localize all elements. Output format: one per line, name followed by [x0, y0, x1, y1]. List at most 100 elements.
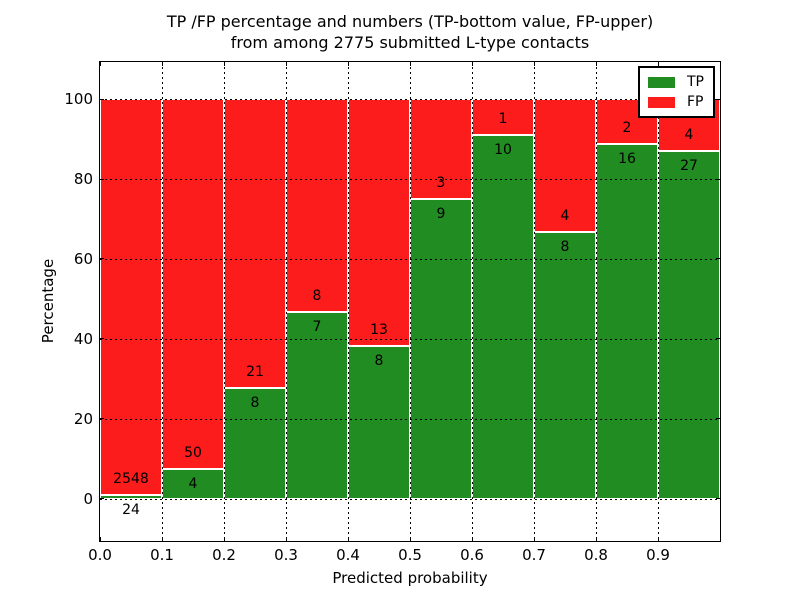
- x-tick-top-0.5: [409, 62, 411, 66]
- bar-tp-count-label-5: 9: [436, 206, 446, 223]
- bar-fp-count-label-6: 1: [498, 111, 508, 128]
- x-tick-top-0.3: [285, 62, 287, 66]
- bar-fp-count-label-8: 2: [622, 119, 632, 136]
- chart-title-line2: from among 2775 submitted L-type contact…: [230, 33, 590, 52]
- x-tick-top-0.8: [595, 62, 597, 66]
- bar-fp-count-label-4: 13: [370, 322, 388, 339]
- bar-fp-count-label-2: 21: [246, 364, 264, 381]
- y-tick-right-100: [716, 98, 720, 100]
- x-gridline-0.2: [224, 62, 225, 541]
- y-tick-left-60: [100, 258, 104, 260]
- bar-fp-segment-0: [100, 99, 162, 495]
- y-tick-left-80: [100, 178, 104, 180]
- bar-fp-segment-1: [162, 99, 224, 470]
- x-tick-top-0.1: [161, 62, 163, 66]
- x-tick-label-0.0: 0.0: [88, 546, 112, 564]
- bar-fp-segment-2: [224, 99, 286, 389]
- x-tick-label-0.9: 0.9: [646, 546, 670, 564]
- bar-fp-segment-3: [286, 99, 348, 313]
- bar-tp-count-label-3: 7: [312, 319, 322, 336]
- bar-tp-count-label-0: 24: [122, 501, 140, 518]
- x-tick-bottom-0.7: [533, 537, 535, 541]
- bar-tp-segment-4: [348, 346, 410, 499]
- x-gridline-0.6: [472, 62, 473, 541]
- bar-tp-count-label-4: 8: [374, 353, 384, 370]
- x-tick-label-0.7: 0.7: [522, 546, 546, 564]
- y-tick-left-40: [100, 338, 104, 340]
- bar-fp-count-label-0: 2548: [113, 470, 149, 487]
- bar-tp-segment-1: [162, 469, 224, 499]
- bar-fp-segment-7: [534, 99, 596, 233]
- y-tick-label-100: 100: [64, 90, 93, 109]
- y-tick-label-80: 80: [73, 170, 93, 189]
- legend-fp-swatch-icon: [648, 96, 675, 108]
- x-axis-label: Predicted probability: [332, 569, 488, 587]
- bar-tp-count-label-6: 10: [494, 142, 512, 159]
- x-tick-top-0.9: [657, 62, 659, 66]
- x-tick-bottom-0.8: [595, 537, 597, 541]
- y-tick-right-20: [716, 418, 720, 420]
- bar-tp-segment-0: [100, 494, 162, 499]
- x-tick-label-0.5: 0.5: [398, 546, 422, 564]
- x-gridline-0.5: [410, 62, 411, 541]
- bar-tp-segment-8: [596, 143, 658, 499]
- chart-title-line1: TP /FP percentage and numbers (TP-bottom…: [166, 12, 654, 31]
- x-tick-bottom-0.4: [347, 537, 349, 541]
- bar-tp-count-label-7: 8: [560, 239, 570, 256]
- x-tick-bottom-0.6: [471, 537, 473, 541]
- x-gridline-0.1: [162, 62, 163, 541]
- x-tick-top-0.4: [347, 62, 349, 66]
- legend: TP FP: [638, 66, 715, 118]
- bar-fp-count-label-7: 4: [560, 208, 570, 225]
- y-tick-left-0: [100, 498, 104, 500]
- y-tick-right-40: [716, 338, 720, 340]
- bar-fp-count-label-1: 50: [184, 445, 202, 462]
- x-tick-label-0.6: 0.6: [460, 546, 484, 564]
- x-gridline-0.4: [348, 62, 349, 541]
- y-tick-label-20: 20: [73, 409, 93, 428]
- x-gridline-0.9: [658, 62, 659, 541]
- y-tick-right-60: [716, 258, 720, 260]
- x-tick-label-0.8: 0.8: [584, 546, 608, 564]
- bar-tp-segment-9: [658, 150, 720, 499]
- legend-tp-swatch-icon: [648, 76, 675, 88]
- y-tick-right-80: [716, 178, 720, 180]
- y-tick-left-20: [100, 418, 104, 420]
- x-tick-top-0.2: [223, 62, 225, 66]
- bar-tp-count-label-9: 27: [680, 157, 698, 174]
- legend-item-tp: TP: [648, 72, 704, 92]
- x-tick-bottom-0.1: [161, 537, 163, 541]
- legend-item-fp: FP: [648, 92, 704, 112]
- y-tick-label-60: 60: [73, 249, 93, 268]
- bar-tp-segment-5: [410, 199, 472, 499]
- x-tick-bottom-0.9: [657, 537, 659, 541]
- x-tick-label-0.2: 0.2: [212, 546, 236, 564]
- legend-label-fp: FP: [687, 94, 704, 110]
- y-tick-left-100: [100, 98, 104, 100]
- bar-tp-segment-6: [472, 135, 534, 499]
- x-tick-label-0.3: 0.3: [274, 546, 298, 564]
- x-tick-bottom-0.5: [409, 537, 411, 541]
- bar-tp-segment-7: [534, 232, 596, 499]
- bar-tp-count-label-1: 4: [188, 476, 198, 493]
- x-tick-top-0.6: [471, 62, 473, 66]
- bar-fp-count-label-9: 4: [684, 126, 694, 143]
- bar-tp-count-label-2: 8: [250, 395, 260, 412]
- bar-fp-segment-4: [348, 99, 410, 347]
- x-tick-bottom-0.2: [223, 537, 225, 541]
- plot-area: TP FP 2548 24 50 4 21 8 8 7 13 8 3 9 1 10 4 8 2 16 4 27: [99, 61, 721, 542]
- x-tick-label-0.1: 0.1: [150, 546, 174, 564]
- x-tick-top-0.0: [99, 62, 101, 66]
- x-gridline-0.8: [596, 62, 597, 541]
- x-gridline-0.7: [534, 62, 535, 541]
- x-gridline-0.3: [286, 62, 287, 541]
- x-tick-label-0.4: 0.4: [336, 546, 360, 564]
- y-tick-label-40: 40: [73, 329, 93, 348]
- x-tick-bottom-0.3: [285, 537, 287, 541]
- legend-label-tp: TP: [687, 74, 704, 90]
- bar-fp-segment-5: [410, 99, 472, 199]
- y-tick-label-0: 0: [83, 489, 93, 508]
- bar-tp-segment-3: [286, 312, 348, 499]
- bar-fp-count-label-5: 3: [436, 175, 446, 192]
